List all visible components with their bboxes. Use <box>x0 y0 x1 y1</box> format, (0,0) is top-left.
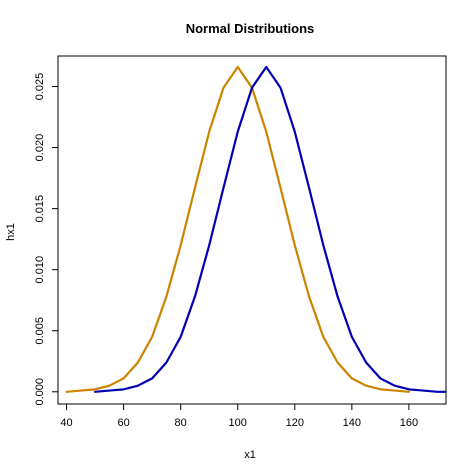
y-tick-label: 0.020 <box>34 134 46 162</box>
chart-title: Normal Distributions <box>186 21 315 36</box>
x-tick-label: 80 <box>175 417 187 429</box>
series-layer <box>65 65 446 393</box>
x-axis-label: x1 <box>244 449 256 461</box>
x-axis: 40 60 80 100 120 140 160 <box>60 404 418 429</box>
y-axis-label: hx1 <box>5 223 17 241</box>
y-axis: 0.000 0.005 0.010 0.015 0.020 0.025 <box>34 73 58 406</box>
x-tick-label: 140 <box>343 417 361 429</box>
y-tick-label: 0.010 <box>34 256 46 284</box>
series-line-1 <box>65 65 411 393</box>
y-tick-label: 0.000 <box>34 378 46 406</box>
x-tick-label: 60 <box>117 417 129 429</box>
y-tick-label: 0.015 <box>34 195 46 223</box>
plot-frame <box>57 55 447 405</box>
x-tick-label: 120 <box>286 417 304 429</box>
series-line-2 <box>93 65 446 393</box>
y-tick-label: 0.025 <box>34 73 46 101</box>
x-tick-label: 100 <box>229 417 247 429</box>
y-tick-label: 0.005 <box>34 317 46 345</box>
x-tick-label: 160 <box>400 417 418 429</box>
x-tick-label: 40 <box>60 417 72 429</box>
